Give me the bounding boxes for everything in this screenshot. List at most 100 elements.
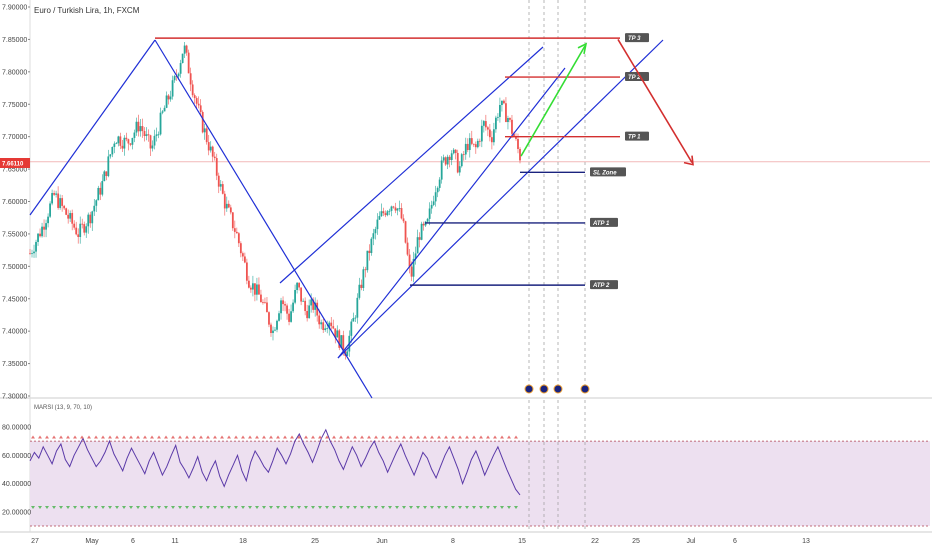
candle-body bbox=[342, 335, 345, 351]
candle-body bbox=[79, 223, 82, 238]
price-axis: 7.90000 7.85000 7.80000 7.75000 7.70000 7.650… bbox=[2, 5, 30, 401]
buy-signal-icon bbox=[38, 506, 42, 510]
candle-body bbox=[316, 302, 319, 316]
candle-body bbox=[97, 187, 100, 201]
candle-body bbox=[111, 146, 114, 155]
trend-line[interactable] bbox=[29, 39, 156, 216]
candle-body bbox=[260, 294, 262, 303]
price-tick-label: 7.40000 bbox=[2, 329, 27, 336]
candle-body bbox=[95, 200, 98, 206]
candle-body bbox=[57, 193, 60, 208]
buy-signal-icon bbox=[248, 506, 252, 510]
candle-body bbox=[133, 132, 136, 138]
time-tick-label: 25 bbox=[632, 538, 640, 545]
candle-body bbox=[360, 284, 363, 288]
time-tick-label: 15 bbox=[518, 538, 526, 545]
sell-signal-icon bbox=[143, 435, 147, 439]
sell-signal-icon bbox=[437, 435, 441, 439]
level-label-box[interactable] bbox=[590, 217, 618, 227]
candle-body bbox=[87, 214, 90, 227]
candle-body bbox=[336, 330, 339, 338]
candle-body bbox=[503, 100, 505, 104]
buy-signal-icon bbox=[311, 506, 315, 510]
buy-signal-icon bbox=[115, 506, 119, 510]
candle-body bbox=[183, 45, 186, 54]
candle-body bbox=[324, 328, 327, 331]
buy-signal-icon bbox=[157, 506, 161, 510]
candle-body bbox=[245, 262, 248, 281]
indicator-pane[interactable] bbox=[29, 400, 930, 530]
sell-signal-icon bbox=[206, 435, 210, 439]
candle-body bbox=[171, 80, 174, 97]
buy-signal-icon bbox=[346, 506, 350, 510]
projection-up-arrow[interactable] bbox=[520, 45, 586, 157]
candle-body bbox=[71, 213, 74, 224]
buy-signal-icon bbox=[255, 506, 259, 510]
trend-line[interactable] bbox=[154, 39, 373, 399]
buy-signal-icon bbox=[227, 506, 231, 510]
sell-signal-icon bbox=[115, 435, 119, 439]
candle-body bbox=[199, 105, 202, 112]
candle-body bbox=[201, 111, 204, 133]
event-icon[interactable] bbox=[580, 384, 590, 394]
time-tick-label: May bbox=[85, 538, 99, 545]
candle-body bbox=[270, 324, 272, 334]
candle-body bbox=[356, 297, 359, 318]
candle-body bbox=[332, 326, 335, 329]
trend-line[interactable] bbox=[279, 46, 544, 284]
price-tick-label: 7.60000 bbox=[2, 199, 27, 206]
candle-body bbox=[37, 233, 39, 242]
candle-body bbox=[328, 322, 331, 329]
level-label-box[interactable] bbox=[625, 131, 649, 141]
event-icon[interactable] bbox=[539, 384, 549, 394]
candle-body bbox=[464, 143, 467, 155]
trend-line[interactable] bbox=[337, 67, 566, 359]
sell-signal-icon bbox=[255, 435, 259, 439]
buy-signal-icon bbox=[381, 506, 385, 510]
projection-down-arrow[interactable] bbox=[617, 39, 693, 164]
buy-signal-icon bbox=[437, 506, 441, 510]
candle-body bbox=[39, 233, 41, 237]
buy-signal-icon bbox=[479, 506, 483, 510]
candle-body bbox=[404, 221, 407, 243]
candle-body bbox=[107, 156, 110, 177]
time-tick-label: Jul bbox=[687, 538, 696, 545]
sell-signal-icon bbox=[388, 435, 392, 439]
sell-signal-icon bbox=[353, 435, 357, 439]
event-icon[interactable] bbox=[553, 384, 563, 394]
level-label-box[interactable] bbox=[590, 280, 618, 290]
buy-signal-icon bbox=[192, 506, 196, 510]
sell-signal-icon bbox=[38, 435, 42, 439]
candle-body bbox=[352, 318, 355, 322]
buy-signal-icon bbox=[388, 506, 392, 510]
candle-body bbox=[155, 134, 158, 136]
candle-body bbox=[145, 134, 148, 137]
trend-line[interactable] bbox=[337, 39, 664, 359]
candle-body bbox=[59, 198, 62, 208]
candle-body bbox=[474, 144, 477, 148]
candle-body bbox=[225, 203, 228, 209]
candle-body bbox=[197, 103, 200, 106]
candle-body bbox=[308, 305, 311, 319]
sell-signal-icon bbox=[220, 435, 224, 439]
buy-signal-icon bbox=[276, 506, 280, 510]
sell-signal-icon bbox=[59, 435, 63, 439]
buy-signal-icon bbox=[507, 506, 511, 510]
sell-signal-icon bbox=[297, 435, 301, 439]
sell-signal-icon bbox=[276, 435, 280, 439]
last-price-tag: 7.66110 bbox=[0, 158, 30, 168]
indicator-tick-label: 20.00000 bbox=[2, 509, 31, 516]
candle-body bbox=[292, 302, 294, 312]
candle-body bbox=[282, 300, 284, 305]
event-icon[interactable] bbox=[524, 384, 534, 394]
level-label-box[interactable] bbox=[590, 167, 626, 177]
candle-body bbox=[438, 179, 441, 188]
candle-body bbox=[390, 206, 393, 211]
level-label-box[interactable] bbox=[625, 72, 649, 82]
buy-signal-icon bbox=[304, 506, 308, 510]
price-tick-label: 7.80000 bbox=[2, 69, 27, 76]
price-pane[interactable]: TP 3 TP 2 TP 1 SL Zone ATP 1 ATP 2 bbox=[0, 0, 932, 533]
sell-signal-icon bbox=[416, 435, 420, 439]
candle-body bbox=[497, 116, 499, 118]
level-label-box[interactable] bbox=[625, 33, 649, 43]
